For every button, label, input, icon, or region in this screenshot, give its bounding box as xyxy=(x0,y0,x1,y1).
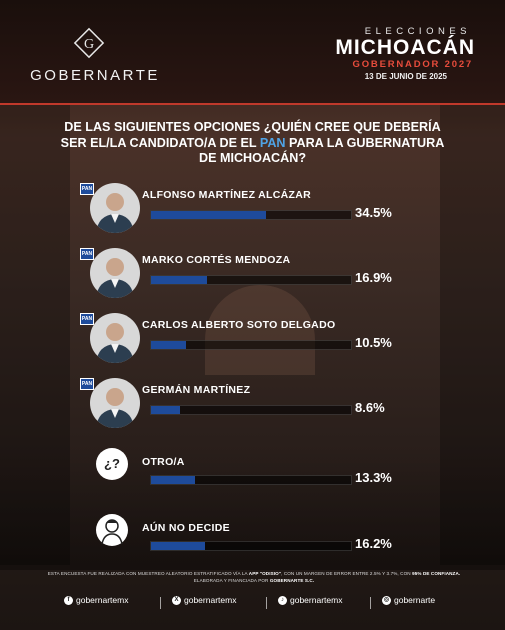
tiktok-icon: ♪ xyxy=(278,596,287,606)
social-handle: gobernarte xyxy=(394,595,436,605)
note-confidence: 95% DE CONFIANZA. xyxy=(412,571,461,576)
methodology-note: ESTA ENCUESTA FUE REALIZADA CON MUESTREO… xyxy=(34,571,474,584)
bar-track xyxy=(150,340,352,350)
bar-track xyxy=(150,541,352,551)
office-label: GOBERNADOR 2027 xyxy=(352,59,473,70)
header-divider xyxy=(0,103,505,105)
social-divider xyxy=(266,597,267,609)
bar xyxy=(151,476,195,484)
candidate-photo xyxy=(90,313,140,363)
brand-name: GOBERNARTE xyxy=(30,67,160,84)
data-label: 16.9% xyxy=(355,270,392,285)
question-text-end: PARA LA GUBERNATURA DE MICHOACÁN? xyxy=(198,135,445,166)
social-link[interactable]: f gobernartemx xyxy=(64,595,129,606)
data-label: 16.2% xyxy=(355,536,392,551)
candidate-photo xyxy=(90,183,140,233)
bar xyxy=(151,341,186,349)
note-text-2: , CON UN MARGEN DE ERROR ENTRE 2.5% Y 3.… xyxy=(281,571,411,576)
data-label: 8.6% xyxy=(355,400,385,415)
note-text-3: ELABORADA Y FINANCIADA POR xyxy=(193,577,269,583)
x-icon: X xyxy=(172,596,181,606)
chart-row: PAN CARLOS ALBERTO SOTO DELGADO 10.5% xyxy=(0,313,505,373)
logo-icon: G xyxy=(73,27,105,59)
chart-row: AÚN NO DECIDE 16.2% xyxy=(0,514,505,574)
chart-row: PAN ALFONSO MARTÍNEZ ALCÁZAR 34.5% xyxy=(0,183,505,243)
pan-party-icon: PAN xyxy=(80,378,94,390)
instagram-icon: ◎ xyxy=(382,596,391,606)
bar xyxy=(151,276,207,284)
date-label: 13 DE JUNIO DE 2025 xyxy=(364,72,447,81)
category-label: CARLOS ALBERTO SOTO DELGADO xyxy=(142,319,336,331)
question-text: DE LAS SIGUIENTES OPCIONES ¿QUIÉN CREE Q… xyxy=(60,120,441,150)
logo-letter: G xyxy=(84,37,94,52)
pan-party-icon: PAN xyxy=(80,313,94,325)
data-label: 34.5% xyxy=(355,205,392,220)
note-app: APP "ODISIO" xyxy=(248,571,282,576)
social-handle: gobernartemx xyxy=(184,595,237,605)
state-title: MICHOACÁN xyxy=(335,36,475,59)
pan-party-icon: PAN xyxy=(80,248,94,260)
facebook-icon: f xyxy=(64,596,73,606)
bar-track xyxy=(150,210,352,220)
bar xyxy=(151,211,266,219)
note-org: GOBERNARTE S.C. xyxy=(269,577,315,583)
social-link[interactable]: ♪ gobernartemx xyxy=(278,595,343,606)
bar-track xyxy=(150,405,352,415)
data-label: 13.3% xyxy=(355,470,392,485)
chart-row: PAN GERMÁN MARTÍNEZ 8.6% xyxy=(0,378,505,438)
header: G GOBERNARTE ELECCIONES MICHOACÁN GOBERN… xyxy=(0,0,505,103)
question-icon: ¿? xyxy=(96,448,128,480)
undecided-person-icon xyxy=(96,514,128,546)
bar xyxy=(151,542,205,550)
background-cathedral-dome xyxy=(205,285,315,375)
elections-label: ELECCIONES xyxy=(364,26,471,37)
question-title: DE LAS SIGUIENTES OPCIONES ¿QUIÉN CREE Q… xyxy=(60,120,445,167)
data-label: 10.5% xyxy=(355,335,392,350)
social-divider xyxy=(370,597,371,609)
social-handle: gobernartemx xyxy=(76,595,129,605)
category-label: GERMÁN MARTÍNEZ xyxy=(142,384,251,396)
candidate-photo xyxy=(90,248,140,298)
social-handle: gobernartemx xyxy=(290,595,343,605)
background-building-left xyxy=(0,105,70,565)
bar xyxy=(151,406,180,414)
category-label: ALFONSO MARTÍNEZ ALCÁZAR xyxy=(142,189,311,201)
question-party: PAN xyxy=(259,135,286,150)
category-label: OTRO/A xyxy=(142,456,185,468)
pan-party-icon: PAN xyxy=(80,183,94,195)
bar-track xyxy=(150,275,352,285)
candidate-photo xyxy=(90,378,140,428)
social-link[interactable]: ◎ gobernarte xyxy=(382,595,436,606)
note-text: ESTA ENCUESTA FUE REALIZADA CON MUESTREO… xyxy=(47,571,248,576)
category-label: AÚN NO DECIDE xyxy=(142,522,230,534)
chart-row: ¿? OTRO/A 13.3% xyxy=(0,448,505,508)
social-divider xyxy=(160,597,161,609)
background-building-right xyxy=(440,105,505,565)
chart-row: PAN MARKO CORTÉS MENDOZA 16.9% xyxy=(0,248,505,308)
bar-track xyxy=(150,475,352,485)
category-label: MARKO CORTÉS MENDOZA xyxy=(142,254,291,266)
